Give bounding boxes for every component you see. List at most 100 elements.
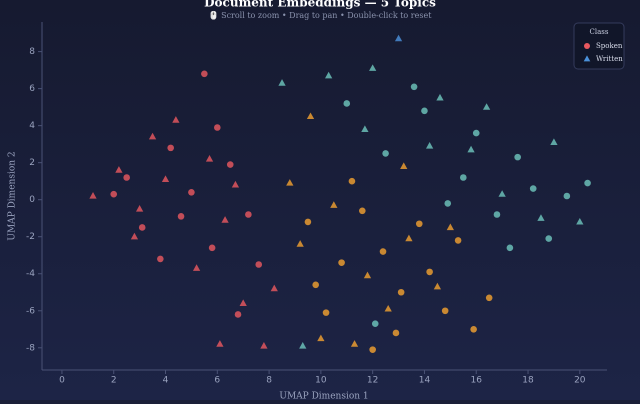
point bbox=[361, 125, 369, 133]
x-tick-label: 0 bbox=[59, 376, 65, 386]
point bbox=[296, 240, 304, 247]
point bbox=[394, 34, 403, 42]
point bbox=[576, 217, 584, 225]
point bbox=[441, 307, 449, 315]
legend-label: Spoken bbox=[596, 42, 623, 50]
point bbox=[338, 259, 345, 266]
point bbox=[379, 248, 387, 255]
point bbox=[459, 174, 467, 181]
legend-label: Written bbox=[596, 55, 623, 63]
x-tick-label: 6 bbox=[214, 376, 220, 386]
point bbox=[405, 234, 413, 242]
point bbox=[433, 282, 442, 290]
y-tick-label: 0 bbox=[29, 195, 35, 205]
point bbox=[226, 161, 234, 168]
point bbox=[221, 216, 229, 223]
point bbox=[400, 162, 408, 170]
point bbox=[245, 211, 252, 218]
point bbox=[584, 179, 591, 187]
point bbox=[348, 177, 356, 185]
point bbox=[472, 129, 480, 137]
point bbox=[454, 237, 462, 244]
point bbox=[231, 180, 240, 188]
x-tick-label: 14 bbox=[419, 376, 431, 386]
point bbox=[550, 138, 558, 145]
point bbox=[123, 174, 130, 181]
point bbox=[138, 224, 146, 231]
x-tick-label: 16 bbox=[471, 376, 483, 386]
point bbox=[148, 132, 157, 140]
legend: Class Spoken Written bbox=[573, 22, 625, 70]
point bbox=[172, 116, 180, 123]
point bbox=[529, 185, 537, 192]
point bbox=[444, 200, 452, 207]
point bbox=[205, 155, 214, 162]
y-tick-label: -6 bbox=[26, 306, 35, 316]
point bbox=[330, 201, 338, 208]
point bbox=[392, 329, 400, 337]
point bbox=[482, 103, 491, 110]
point bbox=[312, 281, 319, 289]
point bbox=[306, 112, 315, 120]
y-axis-label: UMAP Dimension 2 bbox=[8, 151, 18, 240]
point bbox=[537, 214, 545, 221]
point bbox=[426, 268, 433, 276]
point bbox=[467, 145, 475, 153]
point bbox=[161, 175, 170, 182]
point bbox=[216, 340, 224, 347]
point bbox=[369, 64, 377, 71]
point bbox=[188, 188, 195, 196]
x-tick-label: 2 bbox=[111, 376, 117, 386]
point bbox=[167, 144, 174, 152]
point bbox=[485, 294, 493, 302]
point bbox=[89, 192, 97, 199]
x-tick-label: 20 bbox=[574, 376, 586, 386]
point bbox=[110, 190, 118, 198]
point bbox=[514, 153, 521, 161]
point bbox=[545, 235, 553, 242]
point bbox=[410, 83, 418, 91]
y-tick-label: -2 bbox=[26, 232, 35, 242]
x-tick-label: 4 bbox=[163, 376, 169, 386]
y-tick-label: -4 bbox=[26, 269, 35, 279]
x-tick-label: 12 bbox=[367, 376, 378, 386]
x-axis-label: UMAP Dimension 1 bbox=[279, 392, 368, 401]
legend-title: Class bbox=[590, 28, 609, 36]
point bbox=[260, 341, 268, 349]
point bbox=[359, 207, 366, 215]
point bbox=[130, 232, 139, 240]
point bbox=[135, 204, 144, 212]
x-tick-label: 18 bbox=[522, 376, 534, 386]
point bbox=[192, 264, 201, 271]
y-tick-label: 8 bbox=[29, 47, 35, 57]
point bbox=[369, 346, 376, 353]
point bbox=[208, 244, 216, 252]
point bbox=[446, 223, 454, 231]
point bbox=[304, 218, 312, 226]
y-tick-label: 4 bbox=[29, 121, 35, 131]
point bbox=[425, 142, 434, 149]
point bbox=[415, 220, 423, 228]
point bbox=[322, 309, 330, 316]
point bbox=[350, 340, 359, 347]
x-tick-label: 8 bbox=[266, 376, 272, 386]
point bbox=[255, 261, 263, 268]
point bbox=[470, 325, 477, 333]
legend-marker bbox=[584, 43, 590, 49]
point bbox=[436, 93, 444, 101]
y-tick-label: 6 bbox=[29, 84, 35, 94]
point bbox=[421, 107, 428, 115]
point bbox=[317, 334, 325, 342]
point bbox=[384, 304, 392, 312]
point bbox=[201, 70, 208, 78]
x-tick-label: 10 bbox=[315, 376, 327, 386]
point bbox=[371, 320, 379, 328]
legend-marker bbox=[583, 55, 591, 62]
point bbox=[498, 190, 506, 197]
point bbox=[239, 299, 247, 307]
y-tick-label: -8 bbox=[26, 343, 35, 353]
point bbox=[270, 284, 278, 292]
